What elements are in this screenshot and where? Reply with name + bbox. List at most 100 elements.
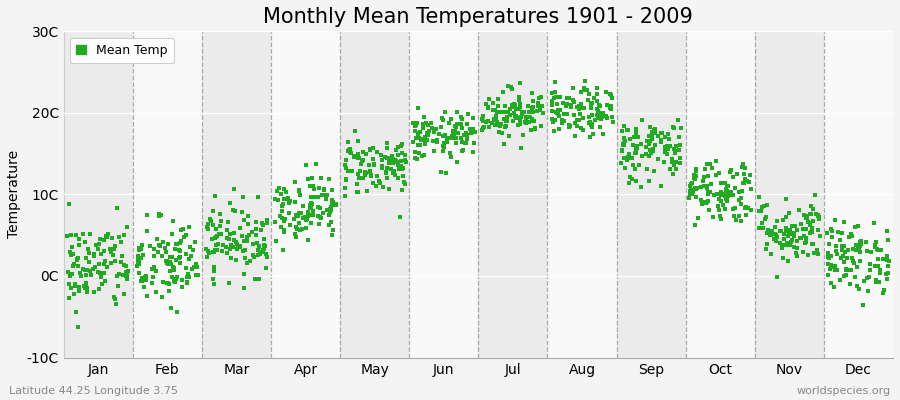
Point — [634, 153, 649, 160]
Point — [326, 226, 340, 233]
Point — [420, 122, 435, 128]
Point — [122, 268, 136, 274]
Legend: Mean Temp: Mean Temp — [70, 38, 174, 63]
Point — [414, 136, 428, 143]
Point — [374, 162, 389, 169]
Point — [698, 166, 712, 172]
Point — [518, 114, 533, 121]
Point — [142, 242, 157, 249]
Point — [416, 121, 430, 128]
Point — [752, 208, 766, 214]
Point — [642, 133, 656, 139]
Point — [777, 230, 791, 237]
Point — [780, 232, 795, 239]
Point — [599, 102, 614, 108]
Point — [444, 153, 458, 160]
Bar — [686, 31, 755, 358]
Point — [828, 266, 842, 273]
Point — [110, 205, 124, 211]
Point — [878, 271, 893, 277]
Point — [621, 153, 635, 160]
Point — [389, 158, 403, 164]
Point — [605, 114, 619, 120]
Point — [237, 285, 251, 292]
Point — [292, 186, 307, 193]
Point — [548, 88, 562, 95]
Point — [140, 212, 154, 218]
Point — [756, 225, 770, 231]
Point — [497, 140, 511, 147]
Point — [475, 127, 490, 133]
Point — [752, 224, 767, 231]
Point — [450, 120, 464, 127]
Point — [510, 115, 525, 121]
Point — [309, 160, 323, 167]
Point — [674, 125, 688, 132]
Point — [629, 148, 643, 154]
Point — [704, 181, 718, 188]
Point — [223, 246, 238, 252]
Point — [824, 280, 838, 286]
Point — [835, 230, 850, 236]
Point — [699, 182, 714, 189]
Point — [850, 283, 864, 289]
Point — [375, 157, 390, 163]
Point — [408, 128, 422, 135]
Point — [517, 109, 531, 116]
Point — [105, 252, 120, 258]
Point — [365, 156, 380, 162]
Point — [306, 212, 320, 219]
Point — [829, 248, 843, 255]
Point — [559, 102, 573, 109]
Point — [544, 102, 559, 108]
Point — [763, 228, 778, 234]
Point — [238, 254, 252, 261]
Point — [325, 200, 339, 206]
Point — [554, 120, 569, 126]
Point — [278, 216, 293, 222]
Point — [775, 245, 789, 251]
Point — [496, 88, 510, 95]
Point — [208, 192, 222, 199]
Point — [560, 111, 574, 118]
Point — [78, 267, 93, 273]
Point — [870, 247, 885, 253]
Point — [302, 205, 317, 211]
Point — [410, 135, 424, 141]
Point — [69, 257, 84, 264]
Point — [712, 170, 726, 177]
Point — [785, 222, 799, 229]
Point — [240, 221, 255, 227]
Point — [682, 195, 697, 201]
Point — [292, 210, 306, 216]
Point — [411, 130, 426, 136]
Point — [844, 267, 859, 273]
Point — [449, 158, 464, 165]
Point — [755, 204, 770, 210]
Point — [436, 143, 451, 150]
Point — [584, 122, 598, 128]
Point — [638, 151, 652, 157]
Point — [421, 132, 436, 138]
Point — [375, 184, 390, 190]
Point — [121, 271, 135, 278]
Point — [781, 240, 796, 247]
Point — [460, 120, 474, 127]
Point — [511, 106, 526, 112]
Point — [856, 302, 870, 308]
Point — [518, 118, 532, 125]
Point — [535, 103, 549, 109]
Point — [199, 246, 213, 252]
Point — [140, 293, 154, 299]
Point — [798, 212, 813, 219]
Point — [355, 157, 369, 164]
Point — [147, 264, 161, 270]
Point — [626, 134, 641, 140]
Point — [876, 256, 890, 263]
Point — [78, 284, 93, 291]
Point — [555, 116, 570, 123]
Point — [351, 138, 365, 145]
Point — [304, 200, 319, 207]
Point — [131, 245, 146, 251]
Point — [166, 264, 180, 270]
